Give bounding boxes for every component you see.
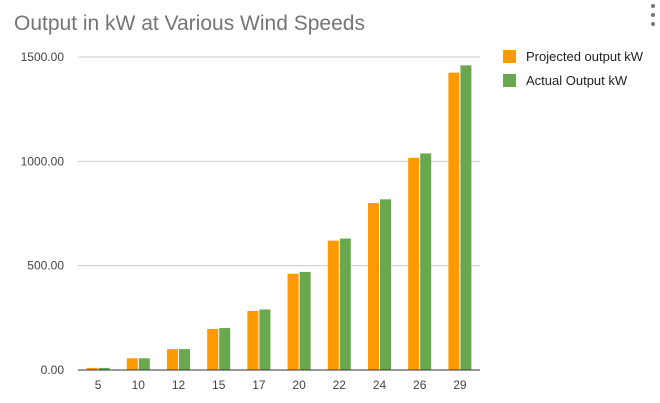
bar-actual-24[interactable]: [380, 199, 391, 370]
y-tick-label: 1000.00: [21, 154, 65, 168]
x-tick-label: 12: [172, 378, 186, 392]
bar-actual-15[interactable]: [219, 328, 231, 370]
x-tick-label: 26: [413, 378, 427, 392]
legend-label: Projected output kW: [526, 49, 644, 64]
legend-swatch: [503, 50, 516, 63]
x-tick-label: 24: [373, 378, 387, 392]
bar-actual-12[interactable]: [179, 349, 190, 370]
bar-projected-20[interactable]: [287, 273, 299, 370]
bar-projected-5[interactable]: [86, 367, 98, 370]
bar-actual-17[interactable]: [259, 309, 271, 370]
bar-projected-10[interactable]: [126, 358, 138, 370]
bar-projected-26[interactable]: [408, 157, 420, 370]
chart-title: Output in kW at Various Wind Speeds: [14, 12, 365, 35]
more-vert-icon[interactable]: [648, 4, 658, 26]
y-tick-label: 0.00: [41, 363, 65, 377]
x-tick-label: 10: [132, 378, 146, 392]
y-tick-label: 1500.00: [21, 50, 65, 64]
x-tick-label: 22: [333, 378, 347, 392]
bar-projected-12[interactable]: [167, 349, 178, 370]
y-tick-label: 500.00: [27, 259, 64, 273]
x-tick-label: 17: [252, 378, 266, 392]
bar-actual-29[interactable]: [460, 65, 472, 370]
x-tick-label: 5: [95, 378, 102, 392]
x-tick-label: 20: [292, 378, 306, 392]
legend-swatch: [503, 74, 516, 87]
bar-projected-24[interactable]: [368, 203, 379, 370]
bar-actual-10[interactable]: [138, 358, 150, 370]
bar-actual-26[interactable]: [420, 153, 432, 370]
bar-actual-20[interactable]: [299, 271, 311, 370]
x-tick-label: 29: [453, 378, 467, 392]
bar-projected-15[interactable]: [207, 328, 219, 370]
bar-actual-5[interactable]: [98, 367, 110, 370]
legend-label: Actual Output kW: [526, 73, 628, 88]
x-tick-label: 15: [212, 378, 226, 392]
bar-actual-22[interactable]: [339, 238, 351, 370]
bar-projected-17[interactable]: [247, 310, 259, 370]
bar-projected-22[interactable]: [327, 240, 339, 370]
bar-projected-29[interactable]: [448, 72, 460, 371]
